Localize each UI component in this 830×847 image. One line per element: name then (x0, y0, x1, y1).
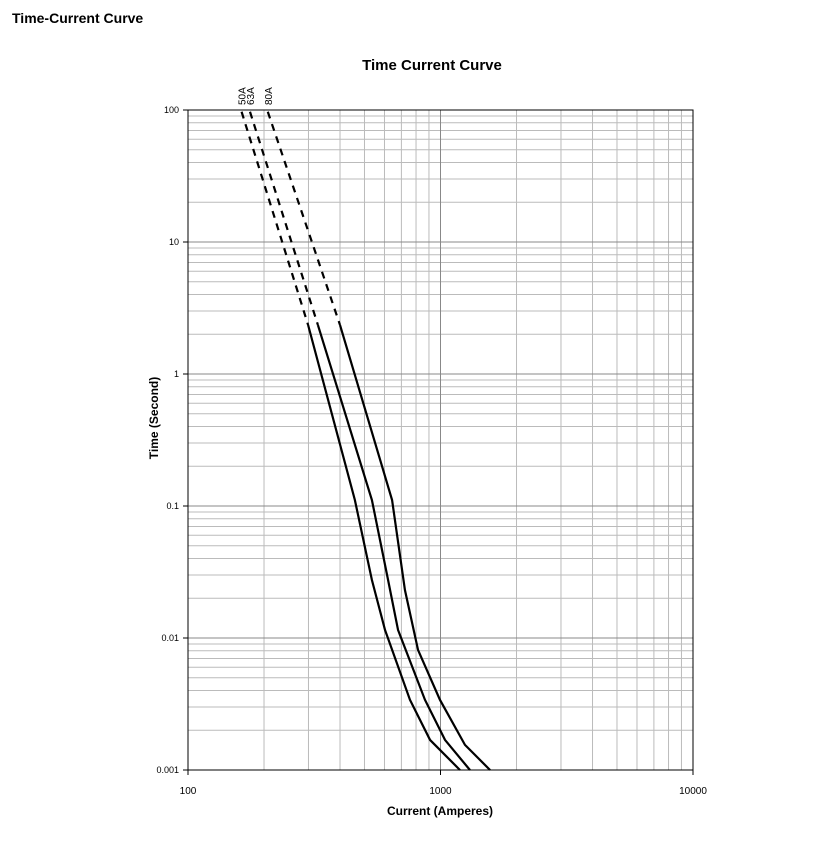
curve-dashed (248, 111, 319, 326)
curve-dashed (240, 111, 310, 326)
series-label: 50A (238, 87, 249, 105)
x-tick-label: 100 (180, 786, 197, 797)
series-label: 63A (246, 87, 257, 105)
x-tick-label: 10000 (679, 786, 707, 797)
curve-solid (316, 324, 471, 771)
y-axis-title: Time (Second) (147, 377, 161, 459)
y-tick-label: 10 (169, 237, 179, 247)
y-tick-label: 100 (164, 105, 179, 115)
curve-dashed (266, 111, 342, 326)
y-tick-label: 0.001 (156, 765, 179, 775)
curve-solid (307, 324, 461, 771)
series-label: 80A (264, 87, 275, 105)
x-axis-title: Current (Amperes) (387, 804, 493, 818)
page-heading: Time-Current Curve (12, 10, 144, 26)
x-tick-label: 1000 (429, 786, 452, 797)
plot-frame (187, 109, 694, 771)
y-tick-label: 1 (174, 369, 179, 379)
chart-title: Time Current Curve (362, 57, 502, 74)
curve-solid (338, 324, 491, 771)
y-tick-label: 0.1 (166, 501, 179, 511)
y-tick-label: 0.01 (161, 633, 179, 643)
